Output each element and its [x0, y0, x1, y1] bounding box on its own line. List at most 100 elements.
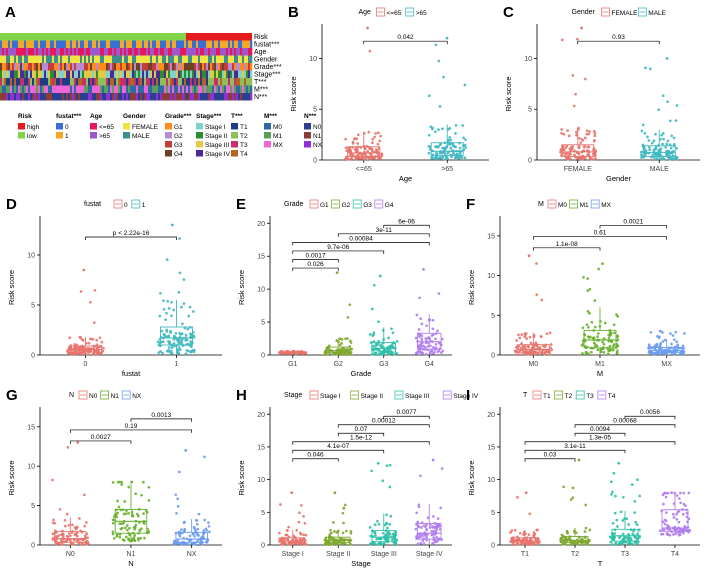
- heatmap-cell: [142, 70, 145, 78]
- heatmap-cell: [84, 63, 87, 71]
- x-axis-label: N: [128, 559, 133, 568]
- heatmap-cell: [238, 63, 241, 71]
- data-point: [603, 321, 607, 325]
- data-point: [193, 527, 196, 530]
- heatmap-cell: [148, 93, 151, 101]
- data-point: [520, 341, 523, 345]
- heatmap-cell: [60, 55, 63, 63]
- box: [280, 537, 306, 544]
- y-tick-label: 0: [528, 158, 532, 165]
- heatmap-cell: [214, 85, 217, 93]
- data-point: [120, 483, 124, 486]
- heatmap-cell: [116, 85, 119, 93]
- data-point: [354, 146, 358, 150]
- heatmap-cell: [158, 55, 161, 63]
- data-point: [387, 349, 390, 353]
- heatmap-cell: [242, 48, 245, 56]
- data-point: [523, 344, 527, 348]
- data-point: [587, 132, 591, 136]
- heatmap-cell: [246, 85, 249, 93]
- x-tick-label: NX: [187, 551, 197, 558]
- heatmap-cell: [10, 48, 13, 56]
- data-point: [683, 332, 686, 335]
- data-point: [549, 343, 553, 346]
- heatmap-cell: [172, 63, 175, 71]
- data-point: [70, 542, 74, 545]
- heatmap-cell: [160, 55, 163, 63]
- heatmap-cell: [176, 40, 179, 48]
- heatmap-cell: [58, 85, 61, 93]
- data-point: [425, 324, 428, 328]
- heatmap-cell: [28, 48, 31, 56]
- data-point: [395, 352, 399, 355]
- heatmap-cell: [146, 93, 149, 101]
- heatmap-cell: [52, 55, 55, 63]
- data-point: [207, 524, 211, 528]
- data-point: [433, 533, 436, 536]
- heatmap-cell: [40, 63, 43, 71]
- data-point: [176, 340, 180, 344]
- data-point: [54, 535, 58, 538]
- x-tick-label: M1: [595, 361, 605, 368]
- panel-letter: B: [288, 4, 299, 21]
- data-point: [62, 532, 65, 536]
- comparison-bracket: 0.0027: [69, 434, 132, 444]
- heatmap-cell: [110, 55, 113, 63]
- data-point: [165, 258, 169, 261]
- legend-label: MX: [601, 202, 611, 209]
- data-point: [658, 329, 662, 333]
- heatmap-cell: [244, 78, 247, 86]
- legend-label: T4: [240, 151, 248, 158]
- heatmap-cell: [24, 63, 27, 71]
- data-point: [634, 520, 638, 524]
- heatmap-cell: [226, 40, 229, 48]
- data-point: [659, 147, 663, 150]
- heatmap-cell: [58, 78, 61, 86]
- heatmap-cell: [232, 85, 235, 93]
- data-point: [388, 523, 392, 526]
- data-point: [89, 337, 93, 341]
- legend-title: T***: [231, 113, 243, 120]
- box-Stage I: [277, 491, 308, 546]
- heatmap-cell: [84, 93, 87, 101]
- heatmap-cell: [92, 55, 95, 63]
- data-point: [608, 330, 612, 334]
- legend-label: G4: [174, 151, 183, 158]
- heatmap-cell: [194, 93, 197, 101]
- data-point: [669, 332, 672, 335]
- heatmap-cell: [70, 85, 73, 93]
- data-point: [433, 130, 437, 134]
- data-point: [630, 542, 634, 546]
- heatmap-cell: [46, 85, 49, 93]
- data-point: [571, 486, 575, 490]
- data-point: [369, 542, 373, 545]
- data-point: [183, 542, 187, 546]
- heatmap-cell: [102, 78, 105, 86]
- heatmap-cell: [206, 93, 209, 101]
- data-point: [353, 137, 357, 140]
- data-point: [535, 262, 538, 265]
- heatmap-cell: [220, 55, 223, 63]
- heatmap-cell: [22, 85, 25, 93]
- data-point: [550, 348, 554, 352]
- heatmap-cell: [46, 55, 49, 63]
- data-point: [588, 287, 592, 291]
- heatmap-cell: [76, 55, 79, 63]
- data-point: [85, 341, 88, 345]
- heatmap-cell: [132, 48, 135, 56]
- heatmap-cell: [0, 85, 3, 93]
- data-point: [584, 350, 588, 354]
- data-point: [431, 318, 435, 322]
- box->65: [427, 36, 467, 161]
- data-point: [69, 534, 72, 538]
- data-point: [377, 542, 381, 546]
- box: [642, 145, 676, 157]
- heatmap-cell: [62, 63, 65, 71]
- box: [175, 531, 208, 543]
- heatmap-cell: [34, 70, 37, 78]
- data-point: [447, 128, 450, 131]
- data-point: [200, 542, 204, 546]
- heatmap-cell: [74, 48, 77, 56]
- heatmap-cell: [36, 85, 39, 93]
- data-point: [663, 522, 667, 526]
